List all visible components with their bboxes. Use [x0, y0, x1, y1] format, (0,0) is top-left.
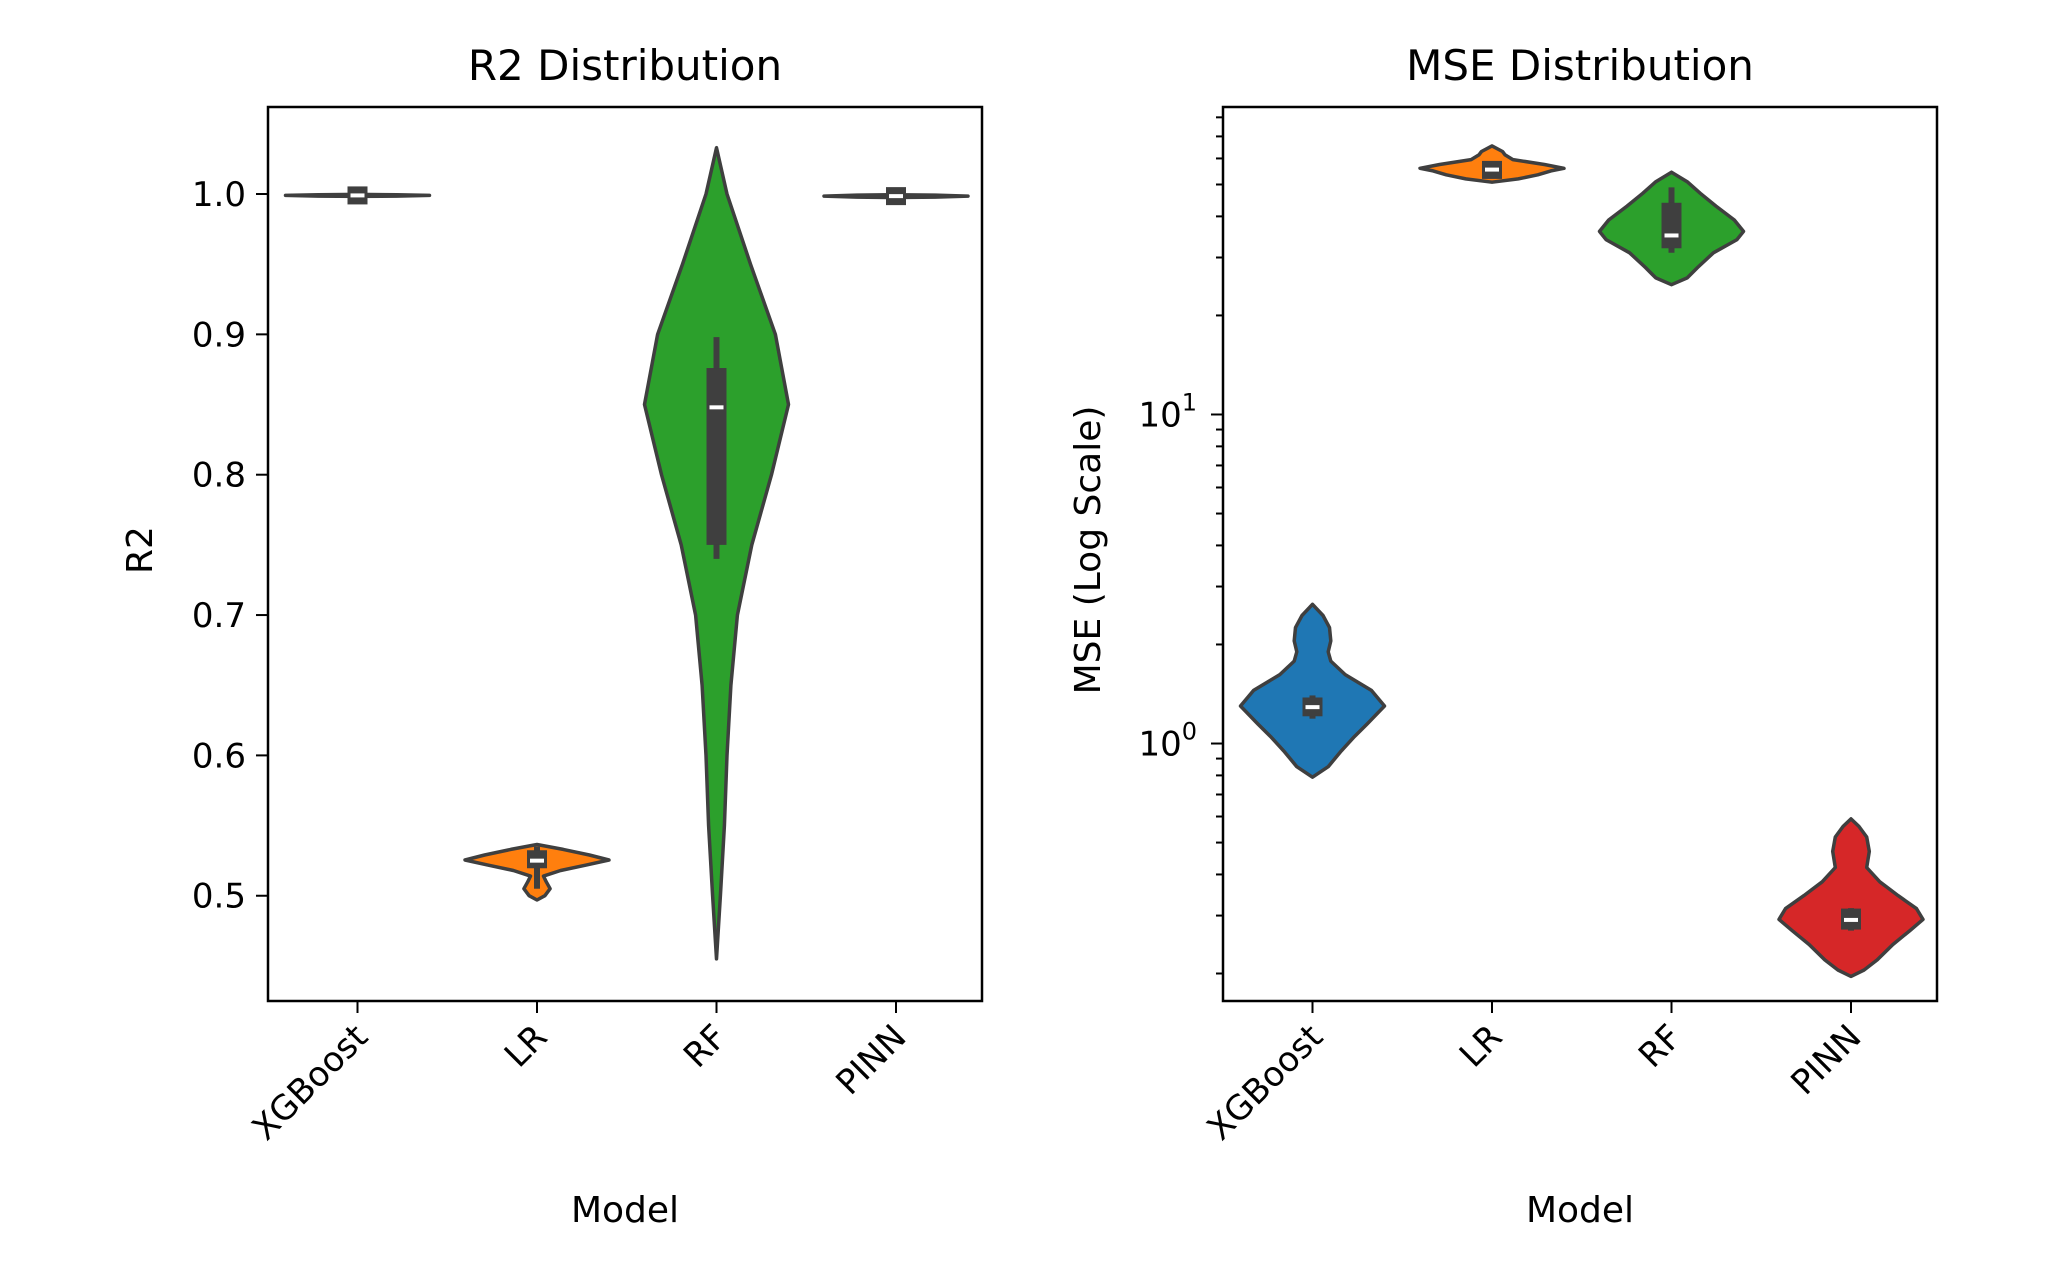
r2-y-tick-label: 0.9 [192, 315, 246, 355]
r2-violin-pinn [822, 187, 970, 206]
mse-chart-title: MSE Distribution [1406, 41, 1754, 90]
r2-violin-lr [463, 842, 611, 902]
mse-axes-frame [1221, 105, 1939, 1003]
r2-y-tick-label: 1.0 [192, 175, 246, 215]
mse-iqr-box-rf [1661, 202, 1682, 249]
mse-violin-body-xgboost [1238, 602, 1387, 779]
r2-y-axis-label: R2 [120, 526, 161, 574]
mse-violin-xgboost [1238, 602, 1387, 779]
r2-plot-area [283, 145, 970, 961]
r2-iqr-box-rf [706, 368, 727, 545]
mse-plot-area [1238, 144, 1925, 979]
r2-axes-frame [266, 105, 984, 1003]
r2-violin-rf [642, 145, 791, 961]
r2-y-tick-label: 0.7 [192, 596, 246, 636]
mse-violin-lr [1418, 144, 1566, 184]
r2-y-tick-label: 0.6 [192, 736, 246, 776]
mse-y-axis-label: MSE (Log Scale) [1068, 406, 1109, 695]
mse-violin-rf [1597, 170, 1746, 287]
mse-panel: MSE Distribution Model MSE (Log Scale) 1… [1068, 41, 1939, 1231]
r2-violin-xgboost [283, 186, 432, 205]
r2-x-axis-label: Model [571, 1190, 679, 1231]
mse-y-tick-label: 101 [1138, 388, 1197, 435]
r2-y-tick-label: 0.5 [192, 877, 246, 917]
r2-y-tick-label: 0.8 [192, 456, 246, 496]
mse-x-axis-label: Model [1526, 1190, 1634, 1231]
mse-y-tick-label: 100 [1138, 718, 1197, 765]
r2-chart-title: R2 Distribution [468, 41, 782, 90]
mse-violin-body-pinn [1777, 817, 1925, 979]
mse-violin-pinn [1777, 817, 1925, 979]
